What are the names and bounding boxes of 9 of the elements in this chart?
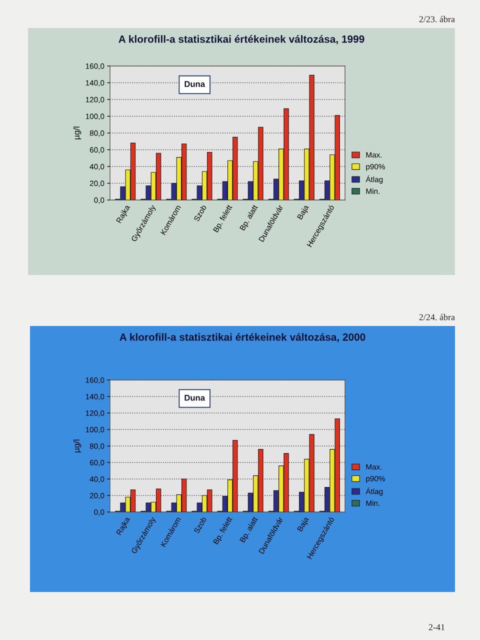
chart-title: A klorofill-a statisztikai értékeinek változása, 1999 [118, 35, 364, 44]
chart-title: A klorofill-a statisztikai értékeinek változása, 2000 [120, 333, 366, 342]
y-axis-title: µg/l [73, 440, 82, 452]
text: 2-41 [428, 624, 444, 630]
annotation: Duna [184, 394, 206, 401]
annotation: Duna [184, 81, 206, 87]
text: 2/24. ábra [419, 314, 455, 320]
y-axis-title: µg/l [73, 126, 82, 140]
text: 2/23. ábra [419, 16, 455, 22]
